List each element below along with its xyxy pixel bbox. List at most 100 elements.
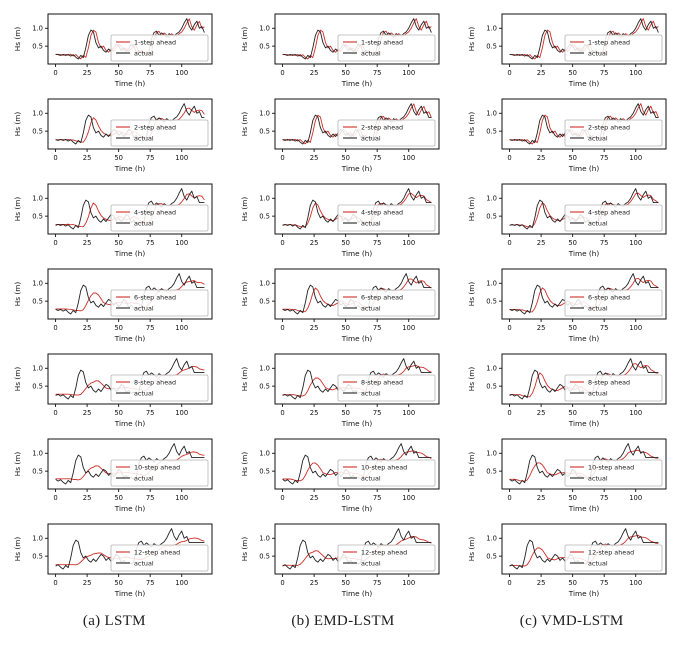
legend-box bbox=[564, 289, 663, 317]
y-tick-label: 0.5 bbox=[32, 42, 43, 50]
x-axis-label: Time (h) bbox=[341, 164, 373, 173]
x-tick-label: 75 bbox=[146, 494, 155, 502]
legend: 4-step ahead actual bbox=[110, 204, 209, 232]
x-tick-label: 0 bbox=[508, 69, 512, 77]
x-tick-label: 0 bbox=[53, 409, 57, 417]
y-tick-label: 1.0 bbox=[487, 25, 498, 33]
axes-frame bbox=[47, 183, 213, 235]
x-axis-label: Time (h) bbox=[113, 79, 145, 88]
x-tick-label: 50 bbox=[341, 494, 350, 502]
axes-frame bbox=[47, 353, 213, 405]
legend-box bbox=[337, 544, 436, 572]
x-tick-label: 25 bbox=[537, 324, 546, 332]
x-tick-label: 25 bbox=[82, 154, 91, 162]
x-tick-label: 100 bbox=[402, 324, 415, 332]
x-tick-label: 100 bbox=[402, 494, 415, 502]
x-tick-label: 75 bbox=[600, 409, 609, 417]
legend-box bbox=[337, 459, 436, 487]
axes-frame bbox=[501, 183, 667, 235]
panel-vmd-lstm-4-step: 0 25 50 75 100 0.5 1.0 Time (h) Hs (m) 4-step ahe… bbox=[467, 183, 667, 258]
x-tick-label: 0 bbox=[280, 69, 284, 77]
x-axis-label: Time (h) bbox=[341, 334, 373, 343]
panel-lstm-12-step: 0 25 50 75 100 0.5 1.0 Time (h) Hs (m) 12-step ah… bbox=[13, 523, 213, 598]
y-axis-label: Hs (m) bbox=[240, 452, 249, 477]
axes-frame bbox=[47, 438, 213, 490]
y-axis-label: Hs (m) bbox=[240, 112, 249, 137]
y-tick-label: 1.0 bbox=[487, 365, 498, 373]
y-tick-label: 0.5 bbox=[487, 552, 498, 560]
x-tick-label: 100 bbox=[175, 69, 188, 77]
axes-frame bbox=[274, 98, 440, 150]
x-tick-label: 0 bbox=[508, 494, 512, 502]
panel-vmd-lstm-1-step: 0 25 50 75 100 0.5 1.0 Time (h) Hs (m) 1-step ahe… bbox=[467, 13, 667, 88]
legend-actual-label: actual bbox=[134, 389, 154, 397]
x-tick-label: 25 bbox=[310, 239, 319, 247]
legend-actual-label: actual bbox=[134, 559, 154, 567]
x-tick-label: 25 bbox=[537, 409, 546, 417]
axes-frame bbox=[274, 268, 440, 320]
x-axis-label: Time (h) bbox=[113, 249, 145, 258]
panel-vmd-lstm-10-step: 0 25 50 75 100 0.5 1.0 Time (h) Hs (m) 10-step ah… bbox=[467, 438, 667, 513]
x-tick-label: 100 bbox=[630, 579, 643, 587]
x-tick-label: 75 bbox=[373, 69, 382, 77]
x-axis-label: Time (h) bbox=[341, 249, 373, 258]
legend: 8-step ahead actual bbox=[337, 374, 436, 402]
x-tick-label: 100 bbox=[175, 494, 188, 502]
y-tick-label: 0.5 bbox=[487, 297, 498, 305]
legend: 6-step ahead actual bbox=[337, 289, 436, 317]
legend-actual-label: actual bbox=[134, 304, 154, 312]
legend-actual-label: actual bbox=[588, 304, 608, 312]
y-axis-label: Hs (m) bbox=[13, 537, 22, 562]
legend-box bbox=[337, 34, 436, 62]
panel-emd-lstm-6-step: 0 25 50 75 100 0.5 1.0 Time (h) Hs (m) 6-step ahe… bbox=[240, 268, 440, 343]
legend: 12-step ahead actual bbox=[110, 544, 209, 572]
x-tick-label: 0 bbox=[508, 579, 512, 587]
y-tick-label: 1.0 bbox=[32, 110, 43, 118]
x-tick-label: 50 bbox=[114, 324, 123, 332]
legend-predicted-label: 1-step ahead bbox=[588, 38, 630, 46]
legend-actual-label: actual bbox=[361, 304, 381, 312]
x-tick-label: 100 bbox=[630, 494, 643, 502]
x-tick-label: 50 bbox=[341, 69, 350, 77]
y-tick-label: 0.5 bbox=[32, 467, 43, 475]
legend: 2-step ahead actual bbox=[110, 119, 209, 147]
legend: 2-step ahead actual bbox=[564, 119, 663, 147]
x-tick-label: 100 bbox=[175, 154, 188, 162]
x-tick-label: 100 bbox=[175, 324, 188, 332]
axes-frame bbox=[274, 523, 440, 575]
x-tick-label: 0 bbox=[280, 579, 284, 587]
legend-box bbox=[337, 374, 436, 402]
x-tick-label: 75 bbox=[146, 69, 155, 77]
x-tick-label: 100 bbox=[175, 239, 188, 247]
y-axis-label: Hs (m) bbox=[467, 282, 476, 307]
y-tick-label: 0.5 bbox=[259, 42, 270, 50]
x-tick-label: 25 bbox=[310, 154, 319, 162]
legend-actual-label: actual bbox=[361, 134, 381, 142]
legend-box bbox=[110, 119, 209, 147]
y-tick-label: 0.5 bbox=[487, 127, 498, 135]
x-tick-label: 100 bbox=[630, 409, 643, 417]
panel-vmd-lstm-8-step: 0 25 50 75 100 0.5 1.0 Time (h) Hs (m) 8-step ahe… bbox=[467, 353, 667, 428]
axes-frame bbox=[47, 268, 213, 320]
panel-lstm-10-step: 0 25 50 75 100 0.5 1.0 Time (h) Hs (m) 10-step ah… bbox=[13, 438, 213, 513]
x-tick-label: 100 bbox=[175, 579, 188, 587]
legend-predicted-label: 2-step ahead bbox=[588, 123, 630, 131]
y-tick-label: 0.5 bbox=[259, 467, 270, 475]
x-tick-label: 50 bbox=[114, 69, 123, 77]
y-tick-label: 1.0 bbox=[32, 25, 43, 33]
legend: 10-step ahead actual bbox=[110, 459, 209, 487]
x-tick-label: 25 bbox=[82, 239, 91, 247]
y-tick-label: 0.5 bbox=[487, 382, 498, 390]
axes-frame bbox=[274, 13, 440, 65]
x-axis-label: Time (h) bbox=[113, 419, 145, 428]
axes-frame bbox=[501, 13, 667, 65]
legend: 10-step ahead actual bbox=[337, 459, 436, 487]
x-tick-label: 25 bbox=[82, 69, 91, 77]
legend-actual-label: actual bbox=[134, 219, 154, 227]
x-tick-label: 50 bbox=[341, 409, 350, 417]
y-tick-label: 1.0 bbox=[32, 535, 43, 543]
x-tick-label: 25 bbox=[537, 154, 546, 162]
y-tick-label: 0.5 bbox=[32, 552, 43, 560]
panel-lstm-1-step: 0 25 50 75 100 0.5 1.0 Time (h) Hs (m) 1-step ahe… bbox=[13, 13, 213, 88]
